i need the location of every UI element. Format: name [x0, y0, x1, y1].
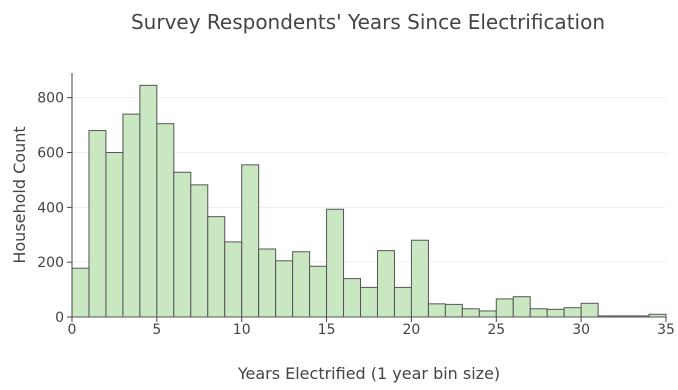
histogram-bar — [292, 251, 311, 318]
histogram-bar — [410, 239, 429, 318]
histogram-bar — [427, 303, 446, 318]
histogram-bar — [156, 123, 175, 318]
histogram-bar — [105, 152, 124, 318]
x-axis-label: Years Electrified (1 year bin size) — [237, 364, 500, 383]
histogram-bar — [224, 241, 243, 318]
histogram-bar — [597, 315, 616, 318]
histogram-bar — [478, 310, 497, 318]
histogram-bar — [360, 286, 378, 318]
y-tick-label: 600 — [37, 146, 64, 162]
histogram-bar — [461, 308, 480, 318]
x-tick-label: 25 — [487, 322, 505, 338]
y-tick-label: 400 — [37, 200, 64, 216]
x-tick-label: 35 — [657, 322, 675, 338]
histogram-bar — [139, 84, 158, 318]
x-tick-label: 20 — [403, 322, 421, 338]
histogram-bar — [71, 267, 90, 318]
histogram-bar — [309, 265, 328, 318]
x-tick-label: 30 — [572, 322, 590, 338]
y-axis-label: Household Count — [10, 126, 29, 263]
chart-title: Survey Respondents' Years Since Electrif… — [131, 10, 605, 34]
histogram-bar — [190, 184, 209, 318]
histogram-bar — [614, 315, 633, 318]
histogram-bar — [512, 296, 531, 318]
y-axis-ticks: 0 200 400 600 800 — [37, 91, 72, 326]
histogram-bar — [444, 303, 463, 318]
histogram-bar — [631, 315, 650, 318]
histogram-bar — [529, 308, 548, 318]
x-tick-label: 10 — [233, 322, 251, 338]
histogram-bar — [173, 171, 192, 318]
histogram-bar — [207, 216, 226, 318]
histogram-bar — [122, 113, 141, 318]
histogram-bar — [580, 302, 599, 318]
histogram-bar — [326, 208, 345, 318]
x-tick-label: 15 — [318, 322, 336, 338]
histogram-bar — [495, 298, 514, 318]
histogram-bar — [275, 260, 294, 318]
histogram-bar — [648, 313, 667, 318]
histogram-bar — [376, 250, 395, 318]
histogram-bar — [393, 286, 412, 318]
y-tick-label: 200 — [37, 255, 64, 271]
histogram-bar — [88, 130, 107, 318]
y-tick-label: 800 — [37, 91, 64, 107]
y-tick-label: 0 — [55, 310, 64, 326]
histogram-bar — [546, 308, 565, 318]
x-axis-ticks: 0 5 10 15 20 25 30 35 — [68, 317, 675, 338]
bars — [71, 84, 667, 318]
histogram-bar — [258, 248, 277, 318]
histogram-bar — [563, 307, 582, 318]
histogram-bar — [343, 278, 362, 318]
x-tick-label: 5 — [152, 322, 161, 338]
histogram-bar — [241, 164, 260, 318]
x-tick-label: 0 — [68, 322, 77, 338]
